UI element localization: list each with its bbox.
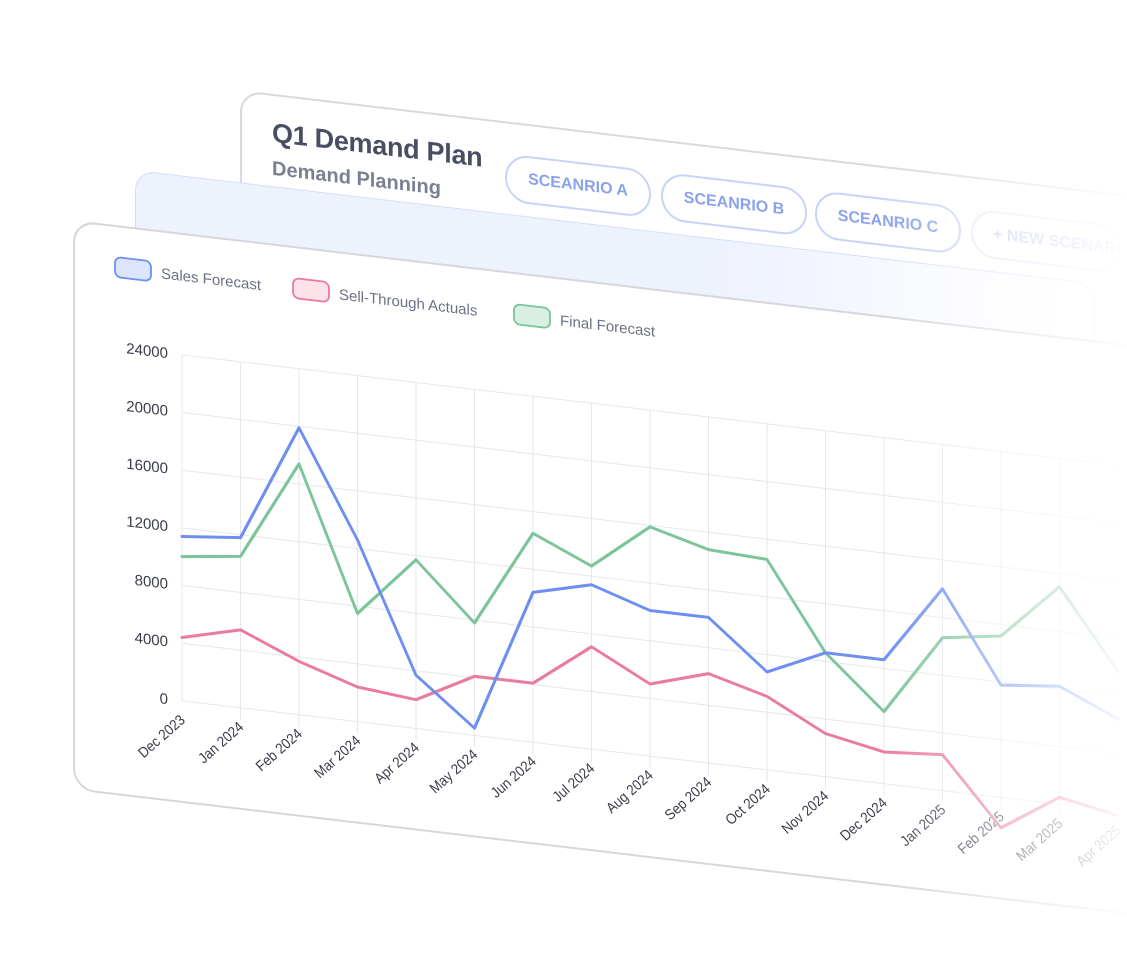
x-tick-label: Aug 2024 <box>602 766 656 816</box>
forecast-chart-card: 0 4000 8000 12000 16000 20000 24000 Dec 2023 Ja… <box>73 220 1127 920</box>
legend-label: Final Forecast <box>560 313 656 341</box>
gridline-h <box>182 354 1127 473</box>
gridline-h <box>182 412 1127 531</box>
y-tick-label: 8000 <box>135 572 168 593</box>
x-tick-label: Feb 2025 <box>954 808 1007 858</box>
y-tick-label: 4000 <box>135 630 168 651</box>
legend-label: Sell-Through Actuals <box>339 286 477 319</box>
new-scenario-button[interactable]: + NEW SCENARIO <box>971 208 1121 274</box>
x-tick-label: Jun 2024 <box>487 752 539 801</box>
x-tick-label: Apr 2024 <box>371 739 423 787</box>
legend-swatch <box>292 277 330 303</box>
x-tick-label: Nov 2024 <box>778 787 832 837</box>
x-tick-label: Jan 2025 <box>897 801 949 850</box>
y-tick-label: 24000 <box>126 340 168 362</box>
y-tick-label: 12000 <box>126 513 168 535</box>
scenario-a-tab[interactable]: SCEANRIO A <box>505 153 651 219</box>
scenario-c-tab[interactable]: SCEANRIO C <box>815 189 961 256</box>
x-axis-ticks: Dec 2023 Jan 2024 Feb 2024 Mar 2024 Apr 2024… <box>135 711 1125 870</box>
y-axis-ticks: 0 4000 8000 12000 16000 20000 24000 <box>126 340 168 708</box>
x-tick-label: Apr 2025 <box>1073 821 1125 869</box>
y-tick-label: 0 <box>160 690 168 708</box>
scenario-b-tab[interactable]: SCEANRIO B <box>661 171 807 237</box>
x-tick-label: Dec 2024 <box>837 794 891 844</box>
x-tick-label: Dec 2023 <box>135 711 189 761</box>
x-tick-label: Feb 2024 <box>252 725 305 775</box>
legend-label: Sales Forecast <box>161 265 262 294</box>
x-tick-label: Oct 2024 <box>722 780 774 828</box>
y-tick-label: 16000 <box>126 456 168 478</box>
x-tick-label: Jan 2024 <box>195 718 247 767</box>
gridline-h <box>182 585 1127 704</box>
x-tick-label: Mar 2025 <box>1013 815 1066 865</box>
x-tick-label: Jul 2024 <box>549 759 598 805</box>
legend-swatch <box>513 303 551 329</box>
x-tick-label: May 2024 <box>426 745 481 796</box>
gridline-h <box>182 527 1127 646</box>
legend-swatch <box>114 256 152 282</box>
x-tick-label: Mar 2024 <box>311 732 364 782</box>
x-tick-label: Sep 2024 <box>661 773 715 823</box>
y-tick-label: 20000 <box>126 398 168 420</box>
